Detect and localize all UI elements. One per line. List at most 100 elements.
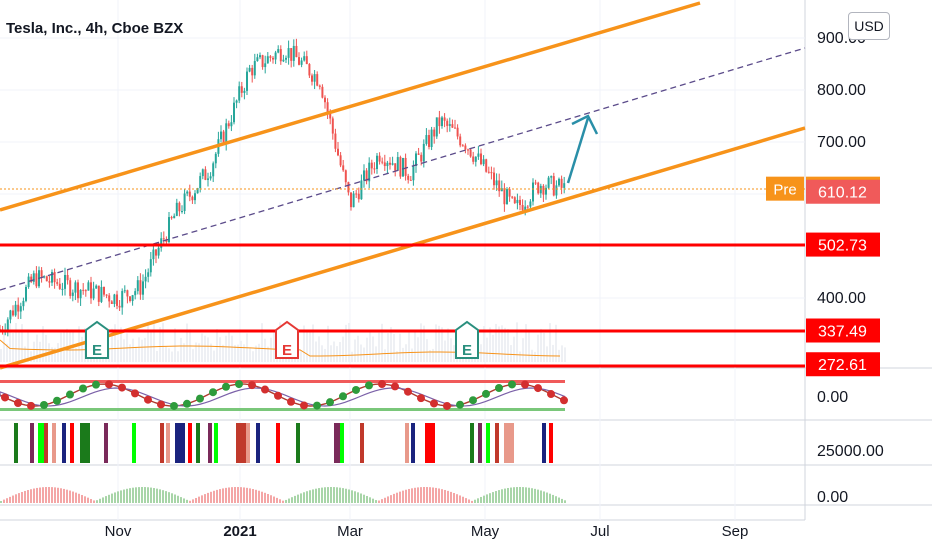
volume-bar-142 xyxy=(426,339,428,362)
volume-bar-123 xyxy=(369,332,371,362)
hist-bar-98 xyxy=(294,495,296,503)
hist-bar-68 xyxy=(204,494,206,503)
volume-bar-1 xyxy=(3,330,5,362)
volume-bar-169 xyxy=(507,328,509,362)
osc-dot-39 xyxy=(508,380,516,389)
volume-bar-56 xyxy=(168,348,170,362)
hist-bar-172 xyxy=(516,487,518,503)
osc-dot-27 xyxy=(352,385,360,394)
hist-bar-187 xyxy=(561,498,563,503)
osc-dot-16 xyxy=(209,388,217,397)
volume-bar-104 xyxy=(312,324,314,362)
volume-bar-170 xyxy=(510,345,512,362)
volume-bar-47 xyxy=(141,339,143,362)
hist-bar-125 xyxy=(375,500,377,503)
candle-body-189 xyxy=(490,172,493,174)
candle-body-35 xyxy=(90,282,92,299)
hist-bar-5 xyxy=(15,494,17,503)
candle-body-53 xyxy=(136,280,139,292)
time-axis[interactable]: Nov 2021 Mar May Jul Sep xyxy=(105,523,749,540)
volume-bar-176 xyxy=(528,332,530,362)
osc-dot-9 xyxy=(118,383,126,392)
earnings-marker-label-2: E xyxy=(462,342,472,359)
hist-bar-176 xyxy=(528,487,530,503)
osc-dot-38 xyxy=(495,383,503,392)
hist-bar-43 xyxy=(129,488,131,503)
candle-body-40 xyxy=(103,286,105,295)
candle-body-145 xyxy=(376,155,378,169)
candle-body-161 xyxy=(417,153,420,155)
candle-body-80 xyxy=(207,178,209,180)
volume-bar-182 xyxy=(546,346,548,362)
candle-body-12 xyxy=(30,276,33,282)
hist-bar-47 xyxy=(141,487,143,503)
projection-arrow[interactable] xyxy=(566,114,599,184)
hist-bar-175 xyxy=(525,487,527,503)
candle-body-34 xyxy=(87,282,90,291)
osc-dot-35 xyxy=(456,400,464,409)
earnings-marker-shape-2 xyxy=(455,320,479,359)
hist-bar-132 xyxy=(396,492,398,503)
candle-body-109 xyxy=(282,59,285,62)
x-tick-3: May xyxy=(471,523,500,540)
volume-bar-145 xyxy=(435,324,437,362)
price-tag-3: 337.49 xyxy=(818,324,867,341)
hist-bar-113 xyxy=(339,487,341,503)
osc-dot-1 xyxy=(14,399,22,408)
osc-dot-0 xyxy=(1,393,9,402)
heat-bar-7 xyxy=(80,423,90,463)
volume-bar-131 xyxy=(393,333,395,362)
hist-bar-171 xyxy=(513,487,515,503)
candle-body-85 xyxy=(220,131,222,140)
hist-bar-110 xyxy=(330,487,332,503)
currency-button[interactable]: USD xyxy=(848,12,890,40)
volume-bar-134 xyxy=(402,347,404,362)
candle-body-142 xyxy=(368,162,371,182)
volume-bar-141 xyxy=(423,325,425,362)
hist-bar-143 xyxy=(429,487,431,503)
y-tick-1: 800.00 xyxy=(817,82,866,99)
hist-bar-144 xyxy=(432,487,434,503)
hist-bar-165 xyxy=(495,491,497,503)
price-tag-bg-1 xyxy=(806,179,880,204)
volume-bar-164 xyxy=(492,334,494,362)
candle-body-62 xyxy=(160,238,163,248)
candle-body-150 xyxy=(389,162,391,165)
hist-bar-77 xyxy=(231,487,233,503)
candle-body-55 xyxy=(142,281,144,295)
candle-body-113 xyxy=(292,45,295,61)
channel-upper-line[interactable] xyxy=(0,1,701,212)
volume-bar-100 xyxy=(300,350,302,362)
candle-body-17 xyxy=(43,276,46,278)
osc-dot-13 xyxy=(170,401,178,410)
candle-body-167 xyxy=(433,129,436,137)
hist-bar-40 xyxy=(120,490,122,503)
candle-body-174 xyxy=(451,124,454,128)
candle-body-73 xyxy=(188,191,191,197)
price-tag-2: 502.73 xyxy=(818,238,867,255)
hist-bar-53 xyxy=(159,489,161,503)
volume-bar-114 xyxy=(342,336,344,362)
candle-body-123 xyxy=(318,85,321,87)
hist-bar-136 xyxy=(408,488,410,503)
hist-bar-29 xyxy=(87,497,89,503)
volume-bar-115 xyxy=(345,324,347,362)
osc-dot-8 xyxy=(105,380,113,389)
candle-body-148 xyxy=(383,162,386,167)
channel-mid-line[interactable] xyxy=(0,47,806,291)
x-tick-0: Nov xyxy=(105,523,132,540)
hist-bar-70 xyxy=(210,491,212,503)
channel-lower-line[interactable] xyxy=(0,126,806,370)
candle-body-51 xyxy=(131,295,134,302)
volume-bar-167 xyxy=(501,325,503,362)
hist-bar-71 xyxy=(213,490,215,503)
candle-body-173 xyxy=(448,124,451,126)
heat-bar-1 xyxy=(30,423,34,463)
volume-bar-0 xyxy=(0,349,2,362)
hist-bar-42 xyxy=(126,488,128,503)
volume-bar-127 xyxy=(381,323,383,362)
hist-bar-102 xyxy=(306,491,308,503)
